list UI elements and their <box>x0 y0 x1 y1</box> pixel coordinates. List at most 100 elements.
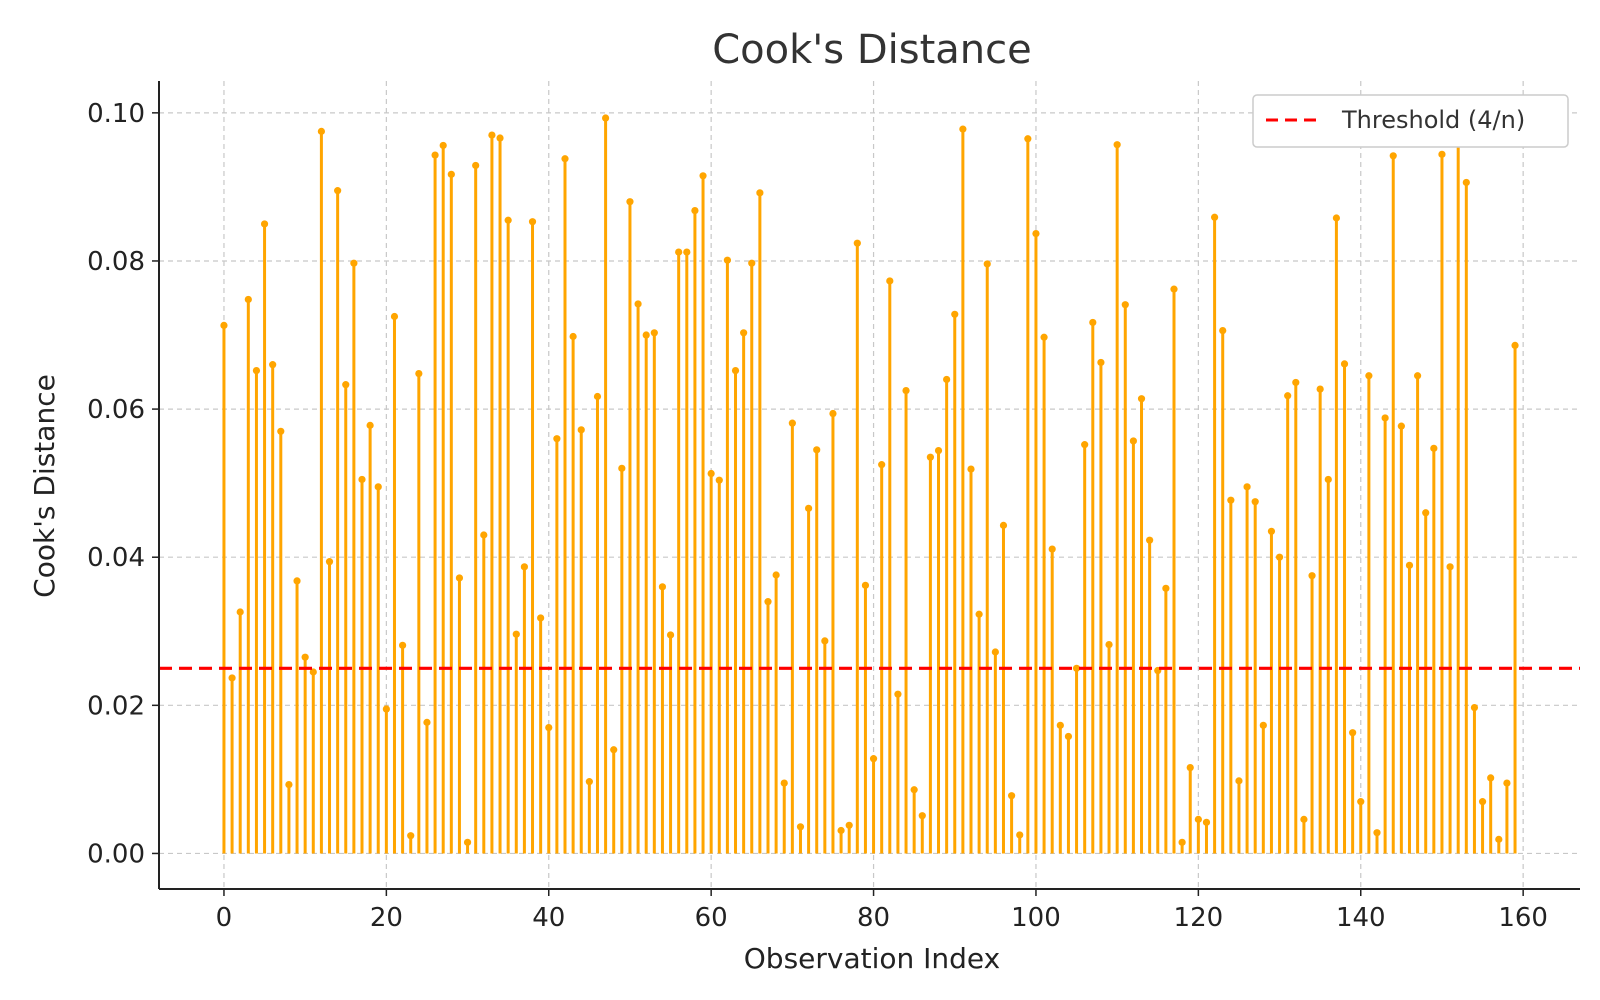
stem-marker <box>1072 664 1081 672</box>
stem-marker <box>244 295 252 304</box>
stem-marker <box>878 461 886 469</box>
stem-marker <box>1446 563 1454 571</box>
stem-marker <box>496 134 504 142</box>
stem-series <box>220 114 1519 854</box>
stem-marker <box>1137 395 1146 403</box>
stem-marker <box>277 427 285 435</box>
stem-marker <box>723 256 732 264</box>
stem-marker <box>1024 135 1032 143</box>
stem-marker <box>918 812 926 820</box>
stem-marker <box>1414 372 1422 380</box>
stem-marker <box>334 187 342 195</box>
stem-marker <box>1235 777 1243 785</box>
stem-marker <box>602 114 610 122</box>
stem-marker <box>1089 318 1097 327</box>
stem-marker <box>1251 498 1259 506</box>
stem-marker <box>382 705 390 713</box>
stem-marker <box>1048 545 1056 553</box>
stem-marker <box>634 300 642 308</box>
stem-marker <box>894 690 902 698</box>
stem-marker <box>1056 721 1064 729</box>
tick-labels: 0 20 40 60 80 100 120 140 160 0.00 0.02 0.04 0.06 0.0… <box>87 99 1548 933</box>
stem-marker <box>788 419 796 427</box>
stem-marker <box>845 821 853 829</box>
stem-marker <box>1178 838 1186 846</box>
stem-marker <box>756 189 764 197</box>
stem-marker <box>1194 815 1202 823</box>
stem-marker <box>1105 641 1113 649</box>
stem-marker <box>1162 584 1170 592</box>
stem-marker <box>731 366 740 375</box>
stem-marker <box>1349 729 1357 737</box>
stem-marker <box>886 277 894 285</box>
stem-marker <box>366 421 374 429</box>
axes <box>152 81 1580 896</box>
stem-marker <box>569 332 577 341</box>
x-axis-label: Observation Index <box>744 942 1000 975</box>
stem-marker <box>1259 721 1267 729</box>
stem-marker <box>472 161 480 170</box>
legend: Threshold (4/n) <box>1252 94 1569 148</box>
stem-marker <box>618 464 626 472</box>
y-tick-label: 0.06 <box>87 395 145 425</box>
stem-marker <box>1064 732 1073 741</box>
stem-marker <box>463 838 472 846</box>
stem-marker <box>699 172 707 180</box>
stem-marker <box>1389 152 1397 160</box>
stem-marker <box>626 198 634 206</box>
stem-marker <box>1365 372 1373 380</box>
stem-marker <box>999 521 1008 529</box>
y-tick-label: 0.08 <box>87 247 145 277</box>
stem-marker <box>269 361 277 369</box>
stem-marker <box>650 329 658 337</box>
stem-marker <box>350 259 358 267</box>
stem-marker <box>1227 496 1235 504</box>
stem-marker <box>796 823 805 831</box>
stem-marker <box>910 786 918 794</box>
stem-marker <box>1146 536 1154 544</box>
stem-marker <box>317 127 325 135</box>
stem-marker <box>399 641 407 649</box>
x-tick-label: 60 <box>695 903 728 933</box>
stem-marker <box>1300 815 1308 823</box>
stem-marker <box>805 504 813 512</box>
stem-marker <box>439 141 447 150</box>
stem-marker <box>1032 229 1040 238</box>
stem-marker <box>1081 441 1089 449</box>
stem-marker <box>1202 818 1211 826</box>
stem-marker <box>675 248 683 256</box>
y-axis-label: Cook's Distance <box>28 374 61 598</box>
x-tick-label: 120 <box>1174 903 1224 933</box>
stem-marker <box>707 469 715 478</box>
stem-marker <box>374 483 382 491</box>
stem-marker <box>520 563 529 571</box>
stem-marker <box>1316 385 1324 393</box>
stem-marker <box>236 608 244 616</box>
stem-marker <box>772 571 780 579</box>
stem-marker <box>1219 326 1227 335</box>
legend-box <box>1252 94 1569 148</box>
stem-marker <box>926 453 935 461</box>
stem-marker <box>1292 378 1300 387</box>
stem-marker <box>1357 798 1365 806</box>
stem-marker <box>1008 792 1016 800</box>
stem-marker <box>951 310 959 318</box>
stem-marker <box>740 329 748 337</box>
stem-marker <box>252 366 261 375</box>
y-tick-label: 0.02 <box>87 691 145 721</box>
stem-marker <box>593 392 602 401</box>
stem-marker <box>220 321 228 329</box>
chart-title: Cook's Distance <box>712 27 1032 73</box>
stem-marker <box>1211 213 1219 221</box>
stem-marker <box>1438 150 1446 158</box>
stem-marker <box>1267 527 1276 535</box>
stem-marker <box>691 207 699 215</box>
x-tick-label: 140 <box>1336 903 1386 933</box>
stem-marker <box>1495 835 1503 843</box>
stem-marker <box>228 674 236 682</box>
stem-marker <box>1487 774 1495 782</box>
stem-marker <box>1462 178 1470 187</box>
stem-marker <box>285 780 293 789</box>
